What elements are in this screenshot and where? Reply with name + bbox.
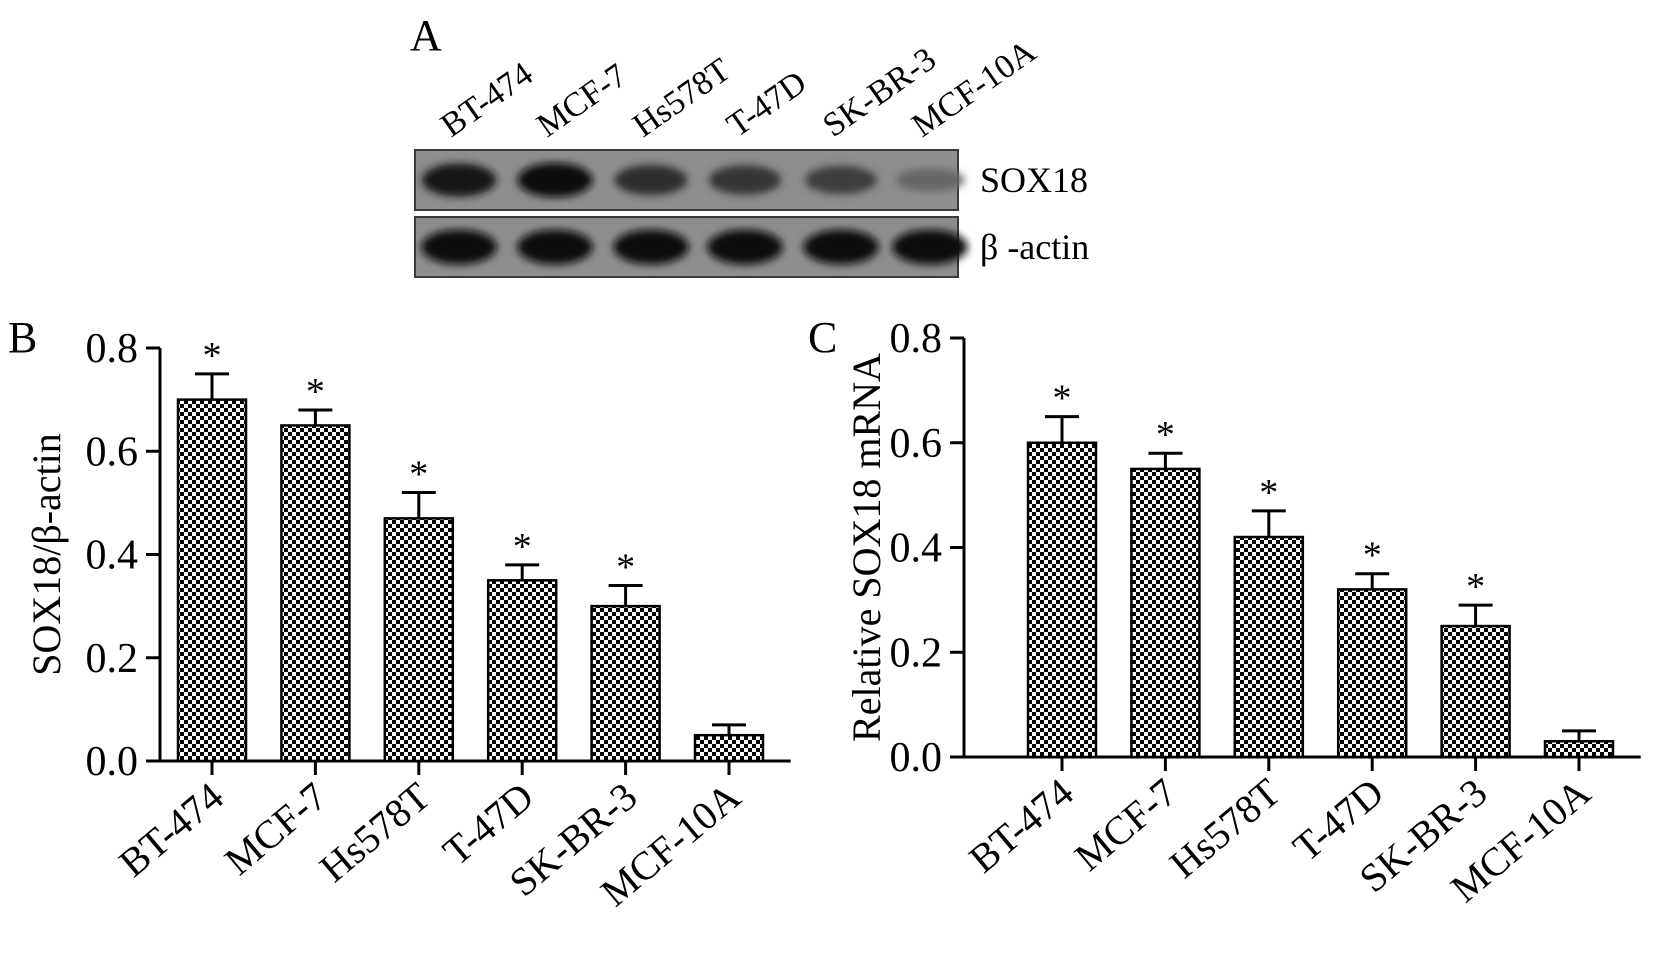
bar [1440,624,1511,759]
y-tick-label: 0.2 [890,630,943,676]
panel-b: B 0.0 0.2 0.4 0.6 0.8 SOX18/β-actin * BT-474 * MC… [8,313,791,915]
blot-band [421,163,497,197]
x-tick-label: Hs578T [311,773,439,890]
bar [693,733,765,763]
panel-c-letter: C [808,313,837,362]
blot-band [707,229,783,265]
significance-marker: * [203,335,222,377]
y-tick-label: 0.0 [86,739,139,785]
blot-band [895,168,965,192]
blot-band [614,164,688,196]
blot-band [421,229,497,265]
blot-band [517,162,593,198]
chart-b: 0.0 0.2 0.4 0.6 0.8 SOX18/β-actin * BT-474 * MCF-… [24,326,791,915]
x-tick-label: MCF-7 [216,773,335,883]
y-tick-label: 0.4 [890,526,943,572]
significance-marker: * [1259,472,1278,514]
blot-row-label: β -actin [980,227,1089,267]
bar [383,517,455,763]
bar [1543,740,1615,759]
bar [590,604,661,763]
blot-band [517,229,593,265]
y-tick-label: 0.8 [890,316,943,362]
blot-row-label: SOX18 [980,160,1088,200]
bar [1026,441,1098,759]
blot-lane-label: MCF-7 [530,57,633,145]
significance-marker: * [1053,378,1072,420]
bar [1130,467,1201,759]
blot-band [805,165,877,195]
y-tick-label: 0.8 [86,326,139,372]
blot-band [613,229,689,265]
x-tick-label: BT-474 [960,769,1081,881]
panel-a-letter: A [410,11,442,60]
bar [1233,535,1305,759]
blot-lane-label: T-47D [720,64,813,145]
blot-band [708,165,782,195]
blot-lane-label: Hs578T [626,51,737,144]
x-tick-label: Hs578T [1161,769,1289,886]
significance-marker: * [1363,535,1382,577]
y-tick-label: 0.2 [86,636,139,682]
bar [1336,588,1408,759]
significance-marker: * [513,526,532,568]
y-tick-label: 0.6 [890,421,943,467]
significance-marker: * [616,546,635,588]
significance-marker: * [306,371,325,413]
y-tick-label: 0.6 [86,429,139,475]
y-axis-label: Relative SOX18 mRNA [844,353,889,742]
y-axis-label: SOX18/β-actin [24,433,69,676]
blot-band [803,229,879,265]
blot-lane-label: BT-474 [434,55,539,144]
western-blot: SOX18 β -actin [414,149,1089,278]
y-tick-label: 0.4 [86,533,139,579]
bar [280,424,351,763]
y-tick-label: 0.0 [890,735,943,781]
significance-marker: * [409,454,428,496]
bar [176,398,248,763]
bar [486,579,558,763]
significance-marker: * [1466,566,1485,608]
significance-marker: * [1156,414,1175,456]
panel-b-letter: B [8,313,37,362]
x-tick-label: BT-474 [110,773,231,885]
x-tick-label: MCF-7 [1066,769,1185,879]
blot-band [892,229,968,265]
